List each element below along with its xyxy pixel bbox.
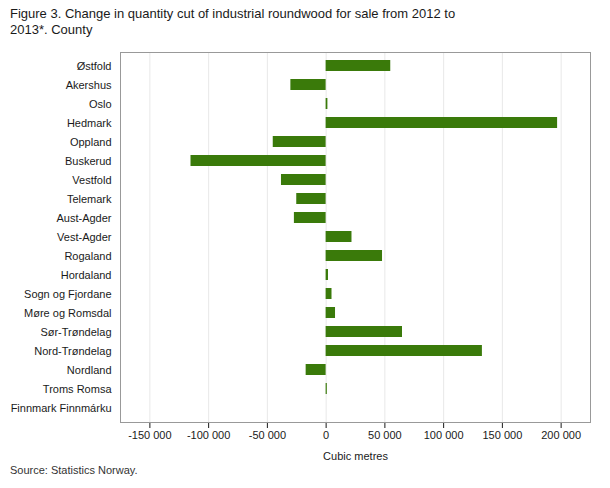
- svg-text:Møre og Romsdal: Møre og Romsdal: [24, 307, 111, 319]
- svg-text:Oppland: Oppland: [70, 136, 112, 148]
- svg-text:Akershus: Akershus: [66, 79, 112, 91]
- svg-text:Oslo: Oslo: [89, 98, 112, 110]
- svg-text:Finnmark Finnmárku: Finnmark Finnmárku: [11, 402, 112, 414]
- svg-text:Buskerud: Buskerud: [65, 155, 111, 167]
- svg-text:Hedmark: Hedmark: [67, 117, 112, 129]
- svg-text:150 000: 150 000: [482, 429, 522, 441]
- html-text:Figure 3. Change in quantity c: Figure 3. Change in quantity cut of indu…: [10, 6, 456, 37]
- svg-text:200 000: 200 000: [541, 429, 581, 441]
- html-text:Source: Statistics Norway.: Source: Statistics Norway.: [10, 464, 138, 476]
- svg-text:Telemark: Telemark: [67, 193, 112, 205]
- svg-text:Nord-Trøndelag: Nord-Trøndelag: [34, 345, 111, 357]
- svg-text:100 000: 100 000: [424, 429, 464, 441]
- svg-text:Nordland: Nordland: [67, 364, 112, 376]
- svg-text:Sør-Trøndelag: Sør-Trøndelag: [40, 326, 111, 338]
- svg-text:Cubic metres: Cubic metres: [323, 450, 388, 462]
- svg-text:0: 0: [323, 429, 329, 441]
- svg-text:Troms Romsa: Troms Romsa: [43, 383, 113, 395]
- svg-text:Vest-Agder: Vest-Agder: [57, 231, 112, 243]
- svg-text:Østfold: Østfold: [77, 60, 112, 72]
- svg-text:-50 000: -50 000: [249, 429, 286, 441]
- svg-text:Hordaland: Hordaland: [61, 269, 112, 281]
- svg-text:-150 000: -150 000: [128, 429, 171, 441]
- svg-text:Vestfold: Vestfold: [72, 174, 111, 186]
- svg-text:50 000: 50 000: [368, 429, 402, 441]
- svg-text:Aust-Agder: Aust-Agder: [56, 212, 111, 224]
- svg-text:Rogaland: Rogaland: [64, 250, 111, 262]
- svg-text:-100 000: -100 000: [187, 429, 230, 441]
- svg-text:Sogn og Fjordane: Sogn og Fjordane: [24, 288, 111, 300]
